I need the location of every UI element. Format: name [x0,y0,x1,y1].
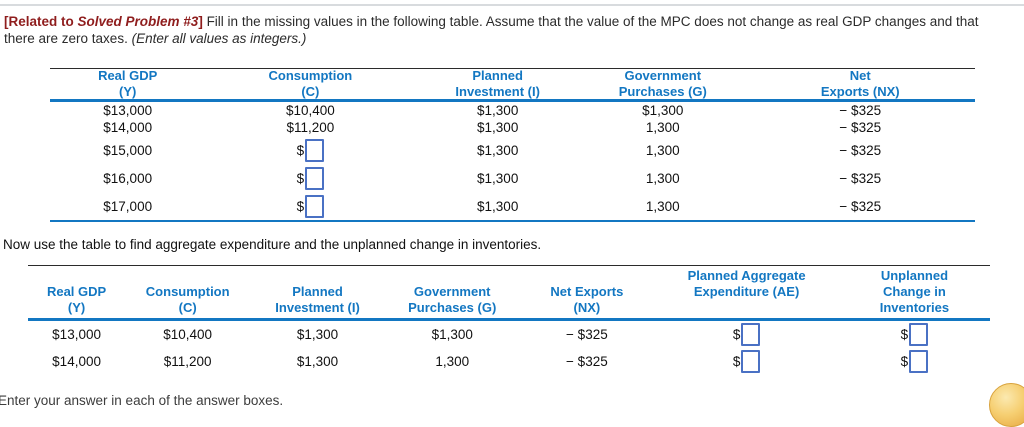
currency-symbol: $ [732,327,741,342]
answer-input[interactable] [909,350,929,373]
currency-symbol: $ [296,198,305,214]
answer-cell: $ [205,164,415,192]
answer-cell: $ [654,348,839,375]
footer-instruction: Enter your answer in each of the answer … [0,393,284,408]
table-cell: $1,300 [642,103,684,118]
table-cell: $1,300 [477,170,519,186]
table-cell: 1,300 [645,142,680,158]
components-table: Real GDP (Y) Consumption (C) Planned Investme… [50,68,975,222]
table-cell: 1,300 [645,198,680,214]
table-cell: $13,000 [52,327,101,342]
table-cell: − $325 [839,103,882,118]
table-cell: $15,000 [103,142,153,158]
coin-icon[interactable] [989,383,1024,427]
answer-input[interactable] [741,323,761,346]
answer-cell: $ [205,192,415,220]
table-cell: $1,300 [296,327,339,342]
answer-input[interactable] [305,166,325,190]
statement-note: (Enter all values as integers.) [131,30,307,46]
column-header: Planned Investment (I) [275,284,360,315]
answer-cell: $ [205,136,415,164]
page: { "problem": { "related_tag_open": "[Rel… [0,4,1024,427]
related-tag-close: ] [198,14,203,29]
related-tag-open: [Related to [4,14,78,29]
table-cell: 1,300 [645,170,680,186]
problem-statement: [Related to Solved Problem #3] Fill in t… [0,6,1024,47]
column-header: Real GDP (Y) [98,68,158,99]
table-cell: − $325 [566,327,608,342]
statement-line1: Fill in the missing values in the follow… [202,14,979,29]
table-row: $13,000 $10,400 $1,300 $1,300 − $325 $ $ [28,321,990,348]
table-row: $15,000 $ $1,300 1,300 − $325 [50,136,975,164]
related-tag-title: Solved Problem #3 [77,14,199,29]
table-header-row: Real GDP (Y) Consumption (C) Planned Investme… [28,265,990,321]
column-header: Planned Investment (I) [455,68,540,99]
table-cell: − $325 [839,142,882,158]
top-divider [0,4,1024,6]
table-cell: $16,000 [103,170,153,186]
column-header: Net Exports (NX) [820,68,900,99]
column-header: Net Exports (NX) [550,284,624,315]
currency-symbol: $ [296,142,305,158]
currency-symbol: $ [900,327,909,342]
answer-input[interactable] [305,194,325,218]
table-cell: − $325 [839,170,882,186]
table-cell: 1,300 [645,120,680,135]
table-cell: − $325 [839,198,882,214]
table-cell: $13,000 [103,103,153,118]
table-cell: $11,200 [163,354,212,369]
answer-input[interactable] [741,350,761,373]
table-cell: − $325 [839,120,882,135]
answer-cell: $ [839,321,990,348]
table-cell: $14,000 [103,120,153,135]
answer-cell: $ [839,348,990,375]
column-header: Government Purchases (G) [408,284,497,315]
table-row: $16,000 $ $1,300 1,300 − $325 [50,164,975,192]
currency-symbol: $ [296,170,305,186]
column-header: Unplanned Change in Inventories [879,268,950,315]
column-header: Real GDP (Y) [46,284,107,315]
table-cell: $11,200 [286,120,335,135]
statement-line2: there are zero taxes. [4,30,132,46]
table-row: $14,000 $11,200 $1,300 1,300 − $325 [50,119,975,136]
table-cell: $1,300 [477,103,519,118]
table-cell: 1,300 [435,354,470,369]
currency-symbol: $ [900,354,909,369]
column-header: Government Purchases (G) [618,68,707,99]
mid-instruction: Now use the table to find aggregate expe… [3,237,542,252]
table-header-row: Real GDP (Y) Consumption (C) Planned Investme… [50,68,975,102]
table-cell: $1,300 [431,327,473,342]
table-cell: $1,300 [477,142,519,158]
table-row: $13,000 $10,400 $1,300 $1,300 − $325 [50,102,975,119]
table-cell: $1,300 [477,120,519,135]
currency-symbol: $ [732,354,741,369]
table-cell: $17,000 [103,198,153,214]
answer-input[interactable] [909,323,929,346]
table-cell: $14,000 [52,354,101,369]
answer-cell: $ [654,321,839,348]
table-cell: $10,400 [285,103,335,118]
table-cell: $10,400 [163,327,213,342]
table-cell: $1,300 [477,198,519,214]
column-header: Planned Aggregate Expenditure (AE) [687,268,806,299]
table-row: $14,000 $11,200 $1,300 1,300 − $325 $ $ [28,348,990,375]
related-tag: [Related to Solved Problem #3] [4,14,203,29]
column-header: Consumption (C) [268,68,353,99]
column-header: Consumption (C) [145,284,230,315]
answer-input[interactable] [305,138,325,162]
aggregate-expenditure-table: Real GDP (Y) Consumption (C) Planned Investme… [28,265,990,375]
table-cell: $1,300 [296,354,339,369]
table-cell: − $325 [566,354,608,369]
table-row: $17,000 $ $1,300 1,300 − $325 [50,192,975,220]
